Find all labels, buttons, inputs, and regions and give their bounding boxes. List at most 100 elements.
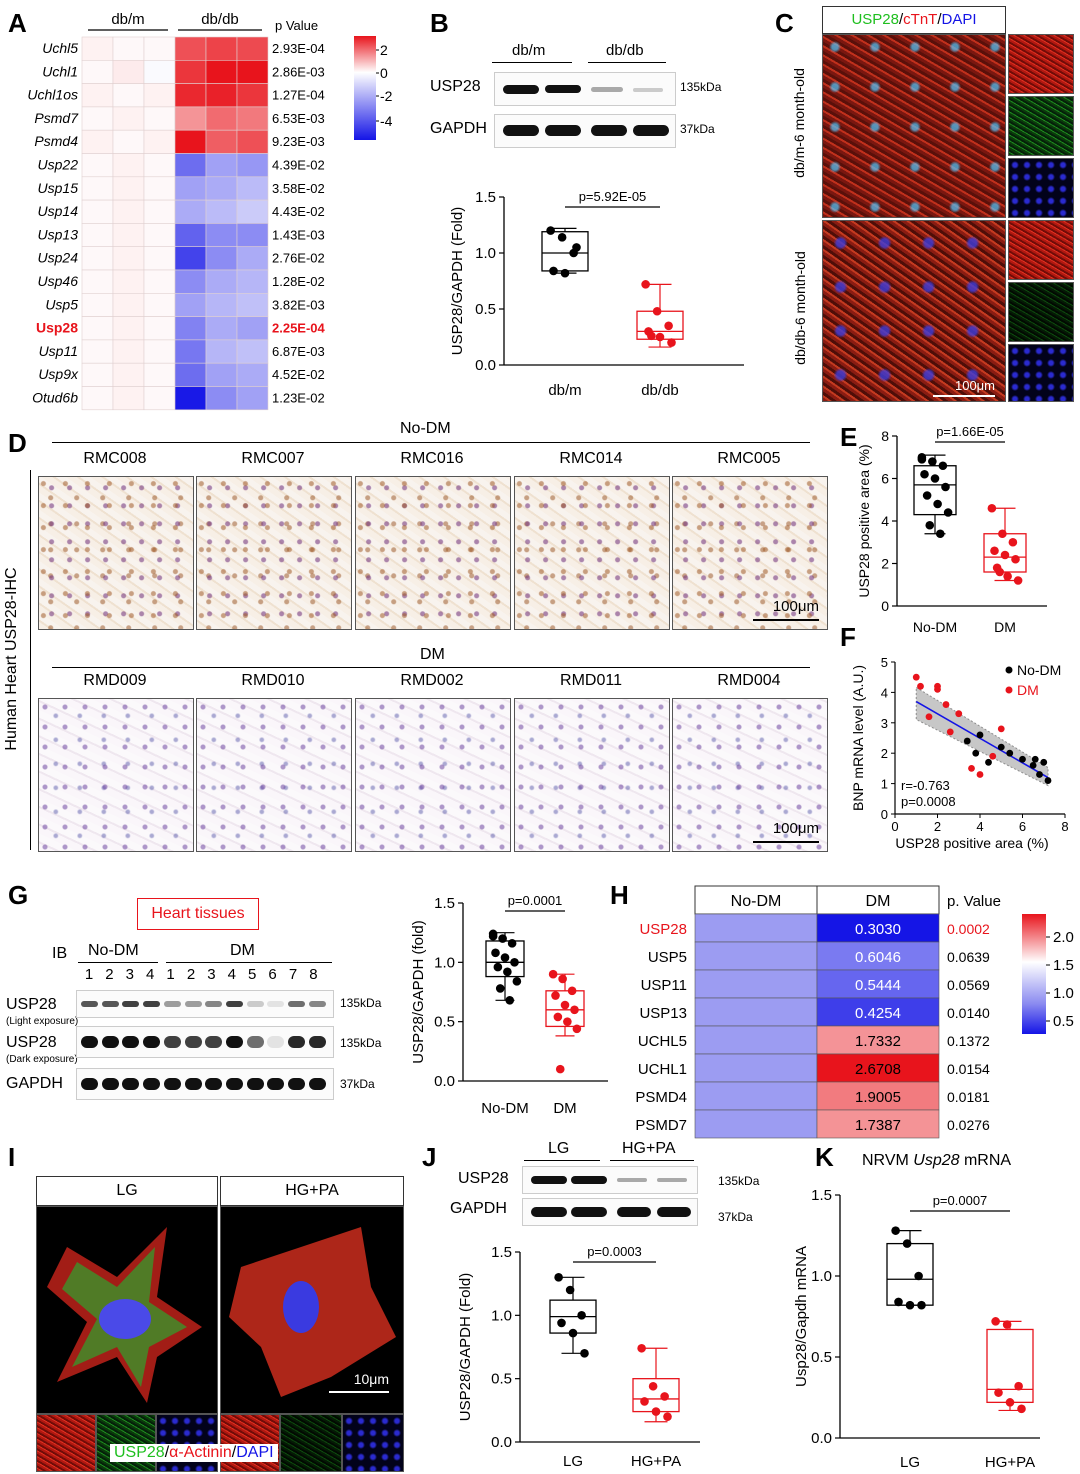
d-ihc-image xyxy=(196,476,352,630)
data-point xyxy=(572,1024,582,1034)
a-gene-label: Usp13 xyxy=(38,226,79,242)
a-cell xyxy=(143,269,176,294)
c-row2-label: db/db-6 month-old xyxy=(792,251,808,365)
g-band xyxy=(143,1001,161,1007)
scatter-point xyxy=(946,728,954,736)
x-category-label: HG+PA xyxy=(985,1454,1035,1471)
j-blot-label-gapdh: GAPDH xyxy=(450,1200,507,1217)
c-merge-dbdb: 100μm xyxy=(822,220,1006,402)
data-point xyxy=(500,953,510,962)
g-blot-label-3: GAPDH xyxy=(6,1075,63,1092)
a-cell xyxy=(112,199,145,224)
a-cell xyxy=(174,153,207,178)
g-light-blot xyxy=(76,990,334,1018)
p-value-label: p=0.0003 xyxy=(587,1244,642,1259)
a-pvalue: 4.52E-02 xyxy=(272,367,325,382)
a-pvalue: 1.28E-02 xyxy=(272,274,325,289)
h-dm-value: 1.7387 xyxy=(855,1117,901,1134)
h-dm-value: 0.5444 xyxy=(855,977,901,994)
y-tick-label: 4 xyxy=(881,513,889,529)
h-dm-cell xyxy=(816,1109,940,1139)
h-legend-tick: 2.0 xyxy=(1053,929,1074,946)
data-point xyxy=(563,1017,572,1026)
i-caption-part: USP28 xyxy=(114,1444,165,1461)
panel-g-chart: 0.0 0.5 1.0 1.5 USP28/GAPDH (fold) No-DM DM p=0… xyxy=(410,893,608,1117)
legend-marker xyxy=(1005,686,1013,694)
a-cell xyxy=(112,59,145,84)
a-cell xyxy=(174,36,207,61)
h-dm-cell xyxy=(816,1053,940,1083)
k-title: NRVM Usp28 mRNA xyxy=(862,1152,1012,1169)
data-point xyxy=(503,967,512,977)
x-category-label: db/db xyxy=(641,382,679,399)
data-point xyxy=(922,491,932,500)
d-ihc-image: 100μm xyxy=(672,476,828,630)
data-point xyxy=(507,939,517,948)
b-gapdh-blot xyxy=(494,114,676,148)
g-band xyxy=(143,1078,161,1090)
data-point xyxy=(647,331,656,341)
g-band xyxy=(163,1036,181,1048)
c-dbm-red-channel xyxy=(1008,34,1074,94)
y-tick-label: 8 xyxy=(881,428,889,444)
x-tick-label: 8 xyxy=(1061,819,1068,834)
g-band xyxy=(267,1078,285,1090)
h-dm-cell xyxy=(816,969,940,999)
d-sample-label: RMC008 xyxy=(83,450,147,467)
a-cell xyxy=(236,153,269,178)
a-cell xyxy=(81,292,114,317)
data-point xyxy=(941,482,950,492)
scatter-point xyxy=(997,743,1005,751)
d-sample-label: RMD010 xyxy=(241,672,305,689)
a-pvalue-labels: 2.93E-04 2.86E-03 1.27E-04 6.53E-03 9.23E-03… xyxy=(272,41,326,406)
i-hgpa-merge: 10μm xyxy=(220,1206,404,1414)
g-ib-label: IB xyxy=(52,945,68,962)
g-band xyxy=(122,1001,140,1007)
g-sublabel-1: (Light exposure) xyxy=(6,1016,79,1027)
a-gene-label: Usp46 xyxy=(38,273,79,289)
box xyxy=(886,1242,934,1306)
h-nodm-cell xyxy=(694,997,818,1027)
a-cell xyxy=(236,386,269,411)
g-band xyxy=(122,1036,140,1048)
a-cell xyxy=(112,386,145,411)
data-point xyxy=(917,1300,926,1310)
i-label-hgpa: HG+PA xyxy=(220,1176,404,1206)
scatter-point xyxy=(972,749,980,757)
a-gene-label: Psmd4 xyxy=(34,133,78,149)
a-cell xyxy=(143,153,176,178)
i-hgpa-blue xyxy=(342,1414,404,1472)
a-pvalue: 2.25E-04 xyxy=(272,321,326,336)
a-cell xyxy=(81,153,114,178)
b-kda-37: 37kDa xyxy=(680,122,715,136)
data-point xyxy=(1017,1404,1026,1414)
a-cell xyxy=(81,176,114,201)
g-lane-number: 6 xyxy=(268,966,277,983)
a-cell xyxy=(236,362,269,387)
g-band xyxy=(267,1001,285,1007)
g-band xyxy=(101,1001,119,1007)
box xyxy=(986,1328,1034,1404)
c-title-part: / xyxy=(937,11,942,28)
scatter-point xyxy=(963,737,971,745)
d-group1-label: No-DM xyxy=(400,420,451,437)
d-sample-label: RMC007 xyxy=(241,450,305,467)
g-group2-bar xyxy=(166,962,332,963)
data-point xyxy=(920,469,929,479)
a-cell xyxy=(236,176,269,201)
a-cell xyxy=(143,316,176,341)
h-nodm-cell xyxy=(694,1053,818,1083)
a-cell xyxy=(236,246,269,271)
a-cell xyxy=(112,292,145,317)
a-cell xyxy=(174,362,207,387)
y-tick-label: 6 xyxy=(881,471,889,487)
a-cell xyxy=(81,339,114,364)
h-color-legend xyxy=(1022,914,1046,1034)
data-point xyxy=(640,1397,649,1406)
g-lane-number: 8 xyxy=(309,966,318,983)
h-dm-value: 0.4254 xyxy=(855,1005,901,1022)
data-point xyxy=(548,969,558,979)
a-cell xyxy=(81,36,114,61)
data-point xyxy=(577,1311,586,1320)
h-legend-tick: 0.5 xyxy=(1053,1013,1074,1030)
